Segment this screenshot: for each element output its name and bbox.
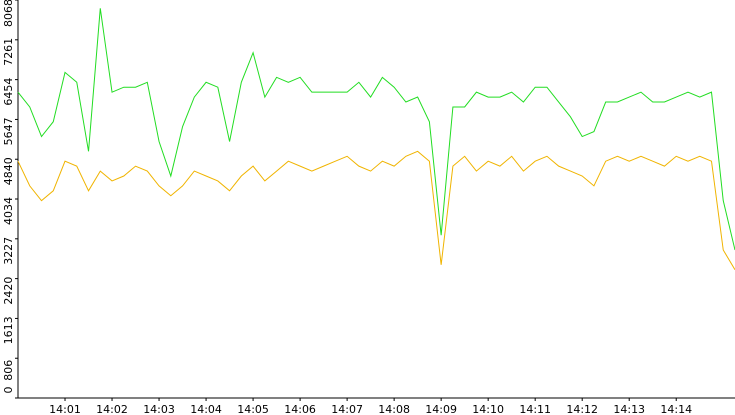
y-tick-label: 4840 xyxy=(2,157,15,185)
y-tick-label: 8068 xyxy=(2,0,15,27)
x-tick-label: 14:08 xyxy=(378,403,410,415)
y-tick-label: 1613 xyxy=(2,316,15,344)
x-tick-label: 14:03 xyxy=(143,403,175,415)
x-tick-label: 14:13 xyxy=(613,403,645,415)
y-tick-label: 806 xyxy=(2,360,15,381)
x-tick-label: 14:14 xyxy=(660,403,692,415)
y-tick-label: 4034 xyxy=(2,197,15,225)
x-tick-label: 14:09 xyxy=(425,403,457,415)
x-tick-label: 14:01 xyxy=(49,403,81,415)
x-tick-label: 14:04 xyxy=(190,403,222,415)
line-series xyxy=(17,8,735,251)
x-tick-label: 14:10 xyxy=(472,403,504,415)
line-series xyxy=(17,150,735,270)
x-tick-label: 14:11 xyxy=(519,403,551,415)
x-tick-label: 14:07 xyxy=(331,403,363,415)
x-tick-label: 14:02 xyxy=(96,403,128,415)
y-tick-label: 5647 xyxy=(2,117,15,145)
y-tick-label: 7261 xyxy=(2,38,15,66)
x-tick-label: 14:05 xyxy=(237,403,269,415)
x-tick-label: 14:12 xyxy=(566,403,598,415)
y-tick-label: 0 xyxy=(2,387,15,394)
y-tick-label: 6454 xyxy=(2,78,15,106)
y-tick-label: 2420 xyxy=(2,277,15,305)
x-tick-label: 14:06 xyxy=(284,403,316,415)
y-tick-label: 3227 xyxy=(2,237,15,265)
